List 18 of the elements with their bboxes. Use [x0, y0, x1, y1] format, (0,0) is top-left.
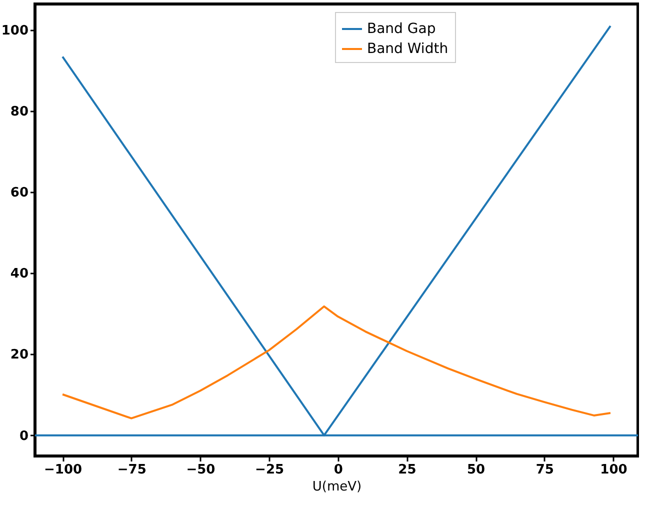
x-tick-label: 25: [398, 462, 416, 478]
y-tick-label: 60: [10, 186, 28, 201]
y-tick-label: 40: [10, 266, 28, 282]
x-tick-label: −100: [44, 462, 82, 478]
x-tick-label: 75: [536, 462, 554, 478]
y-tick-label: 100: [1, 23, 28, 38]
x-axis-title: U(meV): [312, 480, 362, 494]
x-tick-label: −25: [255, 462, 284, 478]
x-tick-label: −50: [186, 462, 216, 478]
legend-label: Band Gap: [367, 21, 436, 37]
y-tick-label: 0: [19, 428, 28, 444]
x-tick-label: −75: [117, 462, 146, 478]
x-tick-label: 0: [334, 462, 343, 478]
x-tick-label: 100: [600, 462, 628, 478]
y-tick-label: 80: [10, 104, 28, 120]
x-tick-label: 50: [467, 462, 486, 478]
legend-label: Band Width: [367, 41, 448, 57]
y-tick-label: 20: [10, 348, 28, 363]
